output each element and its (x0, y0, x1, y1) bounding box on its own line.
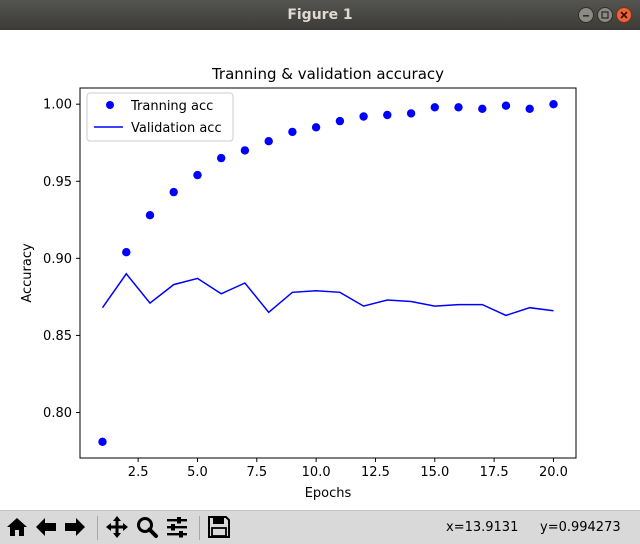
training-acc-point (122, 248, 131, 257)
validation-acc-line (101, 272, 554, 317)
back-arrow-icon (36, 518, 56, 536)
pan-button[interactable] (104, 514, 130, 540)
close-icon (620, 11, 628, 19)
close-button[interactable] (616, 7, 632, 23)
y-tick-label: 0.80 (43, 406, 72, 421)
training-acc-point (264, 137, 273, 146)
cursor-x-readout: x=13.9131 (446, 520, 519, 535)
y-axis-label: Accuracy (20, 243, 35, 303)
forward-arrow-icon (65, 518, 85, 536)
x-tick-label: 15.0 (420, 465, 449, 480)
navigation-toolbar: x=13.9131 y=0.994273 (0, 510, 640, 544)
training-acc-point (98, 437, 107, 446)
legend-frame (86, 92, 234, 142)
maximize-icon (601, 11, 609, 19)
training-acc-point (240, 146, 250, 155)
training-acc-point (145, 211, 155, 220)
x-tick-label: 20.0 (539, 465, 568, 480)
training-acc-point (193, 170, 202, 180)
sliders-icon (167, 517, 187, 538)
toolbar-separator (199, 516, 200, 540)
training-acc-point (383, 110, 392, 120)
training-acc-point (288, 127, 297, 137)
x-axis-label: Epochs (305, 486, 352, 501)
window-title: Figure 1 (287, 7, 353, 23)
plot-area (98, 100, 558, 446)
training-acc-point (335, 116, 345, 126)
zoom-button[interactable] (134, 514, 160, 540)
save-button[interactable] (206, 514, 232, 540)
back-button[interactable] (33, 514, 59, 540)
axes-frame (79, 87, 577, 459)
training-acc-point (478, 104, 487, 114)
axis-ticks: 2.5 5.0 7.5 10.0 12.5 15.0 17.5 20.0 0.80 0.85 0.9… (43, 98, 568, 480)
minimize-icon (583, 15, 589, 17)
training-acc-point (406, 109, 416, 118)
cursor-y-readout: y=0.994273 (540, 520, 621, 535)
x-tick-label: 2.5 (128, 465, 149, 480)
training-acc-point (311, 123, 321, 132)
configure-subplots-button[interactable] (164, 514, 190, 540)
legend: Tranning acc Validation acc (86, 92, 234, 142)
training-acc-point (217, 153, 226, 163)
legend-marker-training (106, 101, 114, 109)
training-acc-point (501, 101, 511, 110)
training-acc-point (549, 100, 558, 109)
x-tick-label: 7.5 (246, 465, 267, 480)
training-acc-point (169, 187, 178, 197)
y-tick-label: 1.00 (43, 98, 72, 113)
training-acc-point (430, 103, 439, 112)
x-tick-label: 5.0 (187, 465, 208, 480)
figure-canvas[interactable]: Tranning & validation accuracy 2.5 5.0 7.5… (0, 30, 640, 510)
legend-label-training: Tranning acc (130, 99, 213, 114)
accuracy-chart: Tranning & validation accuracy 2.5 5.0 7.5… (20, 65, 577, 501)
floppy-disk-icon (208, 516, 230, 538)
minimize-button[interactable] (578, 7, 594, 23)
x-tick-label: 12.5 (361, 465, 390, 480)
training-acc-point (454, 103, 463, 112)
y-tick-label: 0.90 (43, 252, 72, 267)
chart-title: Tranning & validation accuracy (211, 65, 444, 83)
title-bar: Figure 1 (0, 0, 640, 30)
legend-label-validation: Validation acc (131, 121, 222, 136)
home-button[interactable] (4, 514, 30, 540)
x-tick-label: 10.0 (302, 465, 331, 480)
home-icon (7, 518, 27, 536)
forward-button[interactable] (62, 514, 88, 540)
magnifier-icon (137, 517, 158, 538)
y-tick-label: 0.85 (43, 329, 72, 344)
training-acc-point (359, 112, 368, 121)
pan-move-icon (106, 516, 128, 538)
x-tick-label: 17.5 (480, 465, 509, 480)
toolbar-separator (97, 516, 98, 540)
y-tick-label: 0.95 (43, 175, 72, 190)
training-acc-point (525, 104, 534, 114)
maximize-button[interactable] (597, 7, 613, 23)
